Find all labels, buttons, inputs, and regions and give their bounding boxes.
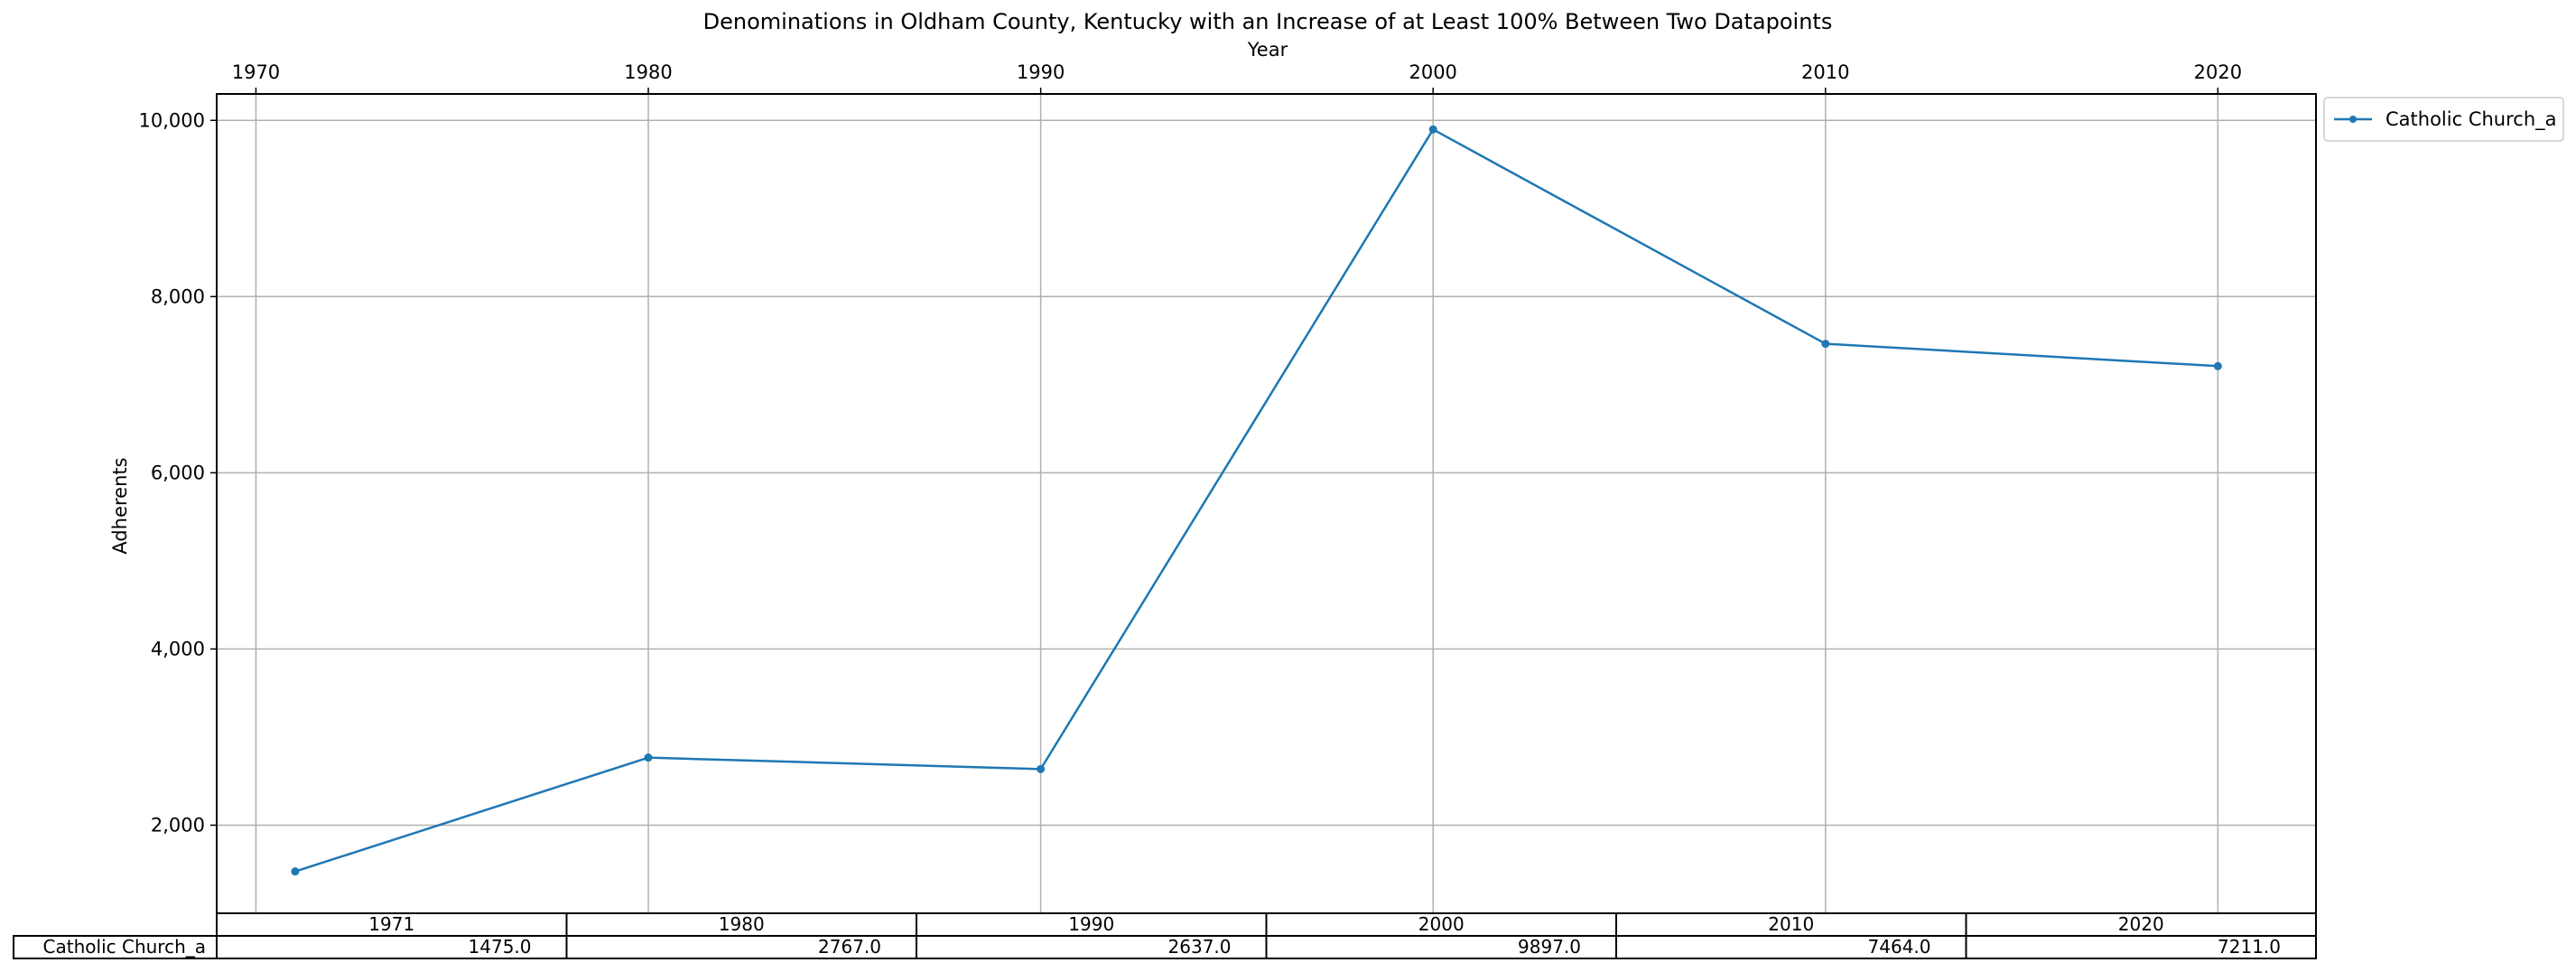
y-tick-label: 8,000 [151,285,205,307]
table-cell: 7464.0 [1868,936,1931,958]
table-header-cell: 1990 [1068,913,1114,935]
x-tick-label: 2010 [1801,61,1849,83]
y-tick-label: 6,000 [151,462,205,483]
data-point [2213,361,2222,370]
x-tick-label: 1990 [1017,61,1065,83]
table-header-cell: 1971 [368,913,414,935]
table-header-cell: 1980 [719,913,765,935]
legend: Catholic Church_a [2323,97,2564,142]
table-data-row [13,935,2317,959]
series-line [294,128,2218,873]
legend-label: Catholic Church_a [2385,108,2557,131]
table-cell: 7211.0 [2218,936,2281,958]
table-header-cell: 2010 [1768,913,1814,935]
y-tick-label: 2,000 [151,814,205,836]
x-tick-label: 1980 [624,61,672,83]
data-point [644,753,653,762]
x-axis-label: Year [1247,39,1288,61]
data-point [1037,764,1046,773]
x-tick-label: 2000 [1409,61,1456,83]
table-row-label: Catholic Church_a [43,936,206,958]
legend-frame [2323,97,2564,142]
y-axis-label: Adherents [109,457,131,554]
data-point [291,867,300,876]
y-tick-label: 10,000 [139,109,205,131]
x-tick-label: 1970 [232,61,280,83]
table-header-cell: 2020 [2118,913,2164,935]
table-cell: 2767.0 [818,936,881,958]
x-ticks: 1970 1980 1990 2000 2010 2020 [232,61,2242,94]
y-tick-label: 4,000 [151,638,205,659]
table-cell: 9897.0 [1518,936,1581,958]
data-point [1428,125,1437,134]
chart-title: Denominations in Oldham County, Kentucky… [703,9,1833,34]
table-header-cell: 2000 [1418,913,1465,935]
grid [217,94,2316,913]
x-tick-label: 2020 [2194,61,2242,83]
plot-frame [216,93,2317,914]
data-table: 1971 1980 1990 2000 2010 2020 Catholic Church_… [13,912,2317,959]
series-layer [291,125,2222,876]
table-cell: 2637.0 [1168,936,1232,958]
y-ticks: 2,000 4,000 6,000 8,000 10,000 [139,109,217,836]
data-point [1821,340,1830,349]
table-cell: 1475.0 [469,936,532,958]
legend-marker [2349,116,2357,123]
